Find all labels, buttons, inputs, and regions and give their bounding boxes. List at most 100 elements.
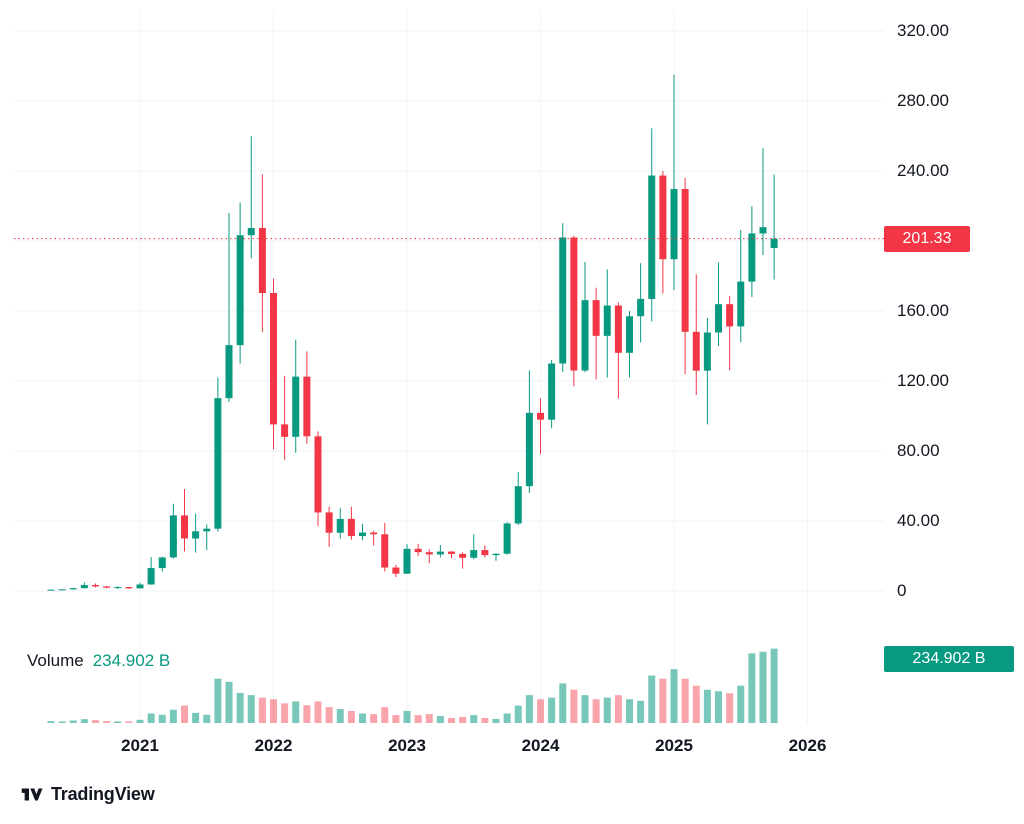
volume-bar [80,719,88,723]
volume-bar [403,710,411,723]
candle-body [715,304,722,333]
candle-body [626,316,633,353]
volume-bar [125,721,133,723]
time-axis[interactable]: 2021 2022 2023 2024 2025 2026 [0,736,1024,760]
candle-body [403,548,411,574]
price-scale[interactable]: 320.00 280.00 240.00 160.00 120.00 80.00 40.00… [884,0,1024,824]
candles-layer [47,74,778,591]
candle-body [381,534,389,568]
volume-bar [425,714,433,723]
volume-bar [336,709,344,723]
candle-body [192,531,200,539]
time-axis-label: 2024 [521,736,560,755]
candle-body [125,587,133,589]
candle-body [181,515,188,539]
candle-body [336,518,344,533]
volume-bar [614,695,622,723]
volume-bar [570,689,578,723]
volume-bar [448,717,455,723]
candle-body [58,589,66,591]
volume-bar [737,685,745,723]
candle-body [581,300,589,371]
volume-bar [503,713,511,723]
candle-body [103,586,111,588]
candle-body [325,512,333,533]
candle-body [459,553,467,558]
volume-bar [670,669,678,723]
volume-bar [114,721,122,723]
volume-bar [169,709,177,723]
candle-body [648,175,656,299]
candle-body [692,331,700,371]
candle-body [592,300,600,336]
volume-bar [270,699,277,723]
volume-bar [381,707,389,723]
candle-body [559,237,567,364]
candle-body [503,523,511,554]
candle-body [770,238,778,248]
volume-bar [648,675,656,723]
volume-bar [370,714,378,723]
volume-bar [626,699,633,723]
time-axis-label: 2026 [788,736,827,755]
time-axis-label: 2023 [388,736,426,755]
candle-body [80,585,88,589]
volume-bar [359,713,366,723]
tradingview-brand-text: TradingView [51,784,155,804]
candle-body [448,551,455,554]
volume-bar [603,697,611,723]
candle-body [114,587,122,589]
candle-body [236,235,244,346]
price-scale-label: 120.00 [897,371,949,390]
volume-title: Volume [27,651,84,670]
volume-bar [247,695,255,723]
candle-body [359,532,366,537]
candle-body [314,436,322,513]
candle-body [525,412,533,487]
volume-bar [459,716,467,723]
volume-bar [514,705,522,723]
candle-body [92,585,99,587]
candle-body [147,568,155,585]
volume-bar [481,717,489,723]
volume-bar [158,714,166,723]
volume-bar [192,712,200,723]
candle-body [670,189,678,260]
volume-bar [225,681,233,723]
candle-body [214,398,222,529]
volume-bar [236,692,244,723]
tradingview-logo-icon [21,788,43,801]
volume-bar [470,715,478,723]
candle-body [270,292,277,425]
price-scale-label: 320.00 [897,21,949,40]
candle-body [548,363,556,420]
candle-body [637,298,645,317]
candle-body [247,228,255,236]
tradingview-attribution[interactable]: TradingView [20,784,155,805]
volume-bar [659,678,667,723]
candle-body [537,412,544,420]
volume-bar [759,651,767,723]
candle-body [726,304,734,327]
volume-bar [392,715,400,723]
candle-body [470,550,478,558]
volume-bar [637,700,645,723]
candle-body [681,189,689,332]
volume-bar [292,701,300,723]
candle-body [603,305,611,336]
candle-body [492,553,500,556]
volume-bar [770,648,778,723]
price-scale-label: 160.00 [897,301,949,320]
volume-bar [325,707,333,723]
candle-body [514,486,522,524]
volume-bar [726,693,734,723]
volume-bar [715,691,722,723]
volume-bar [147,713,155,723]
volume-bar [748,653,756,723]
candle-body [703,332,711,371]
volume-bar [303,705,311,723]
volume-bar [103,721,111,723]
candle-body [414,548,422,553]
